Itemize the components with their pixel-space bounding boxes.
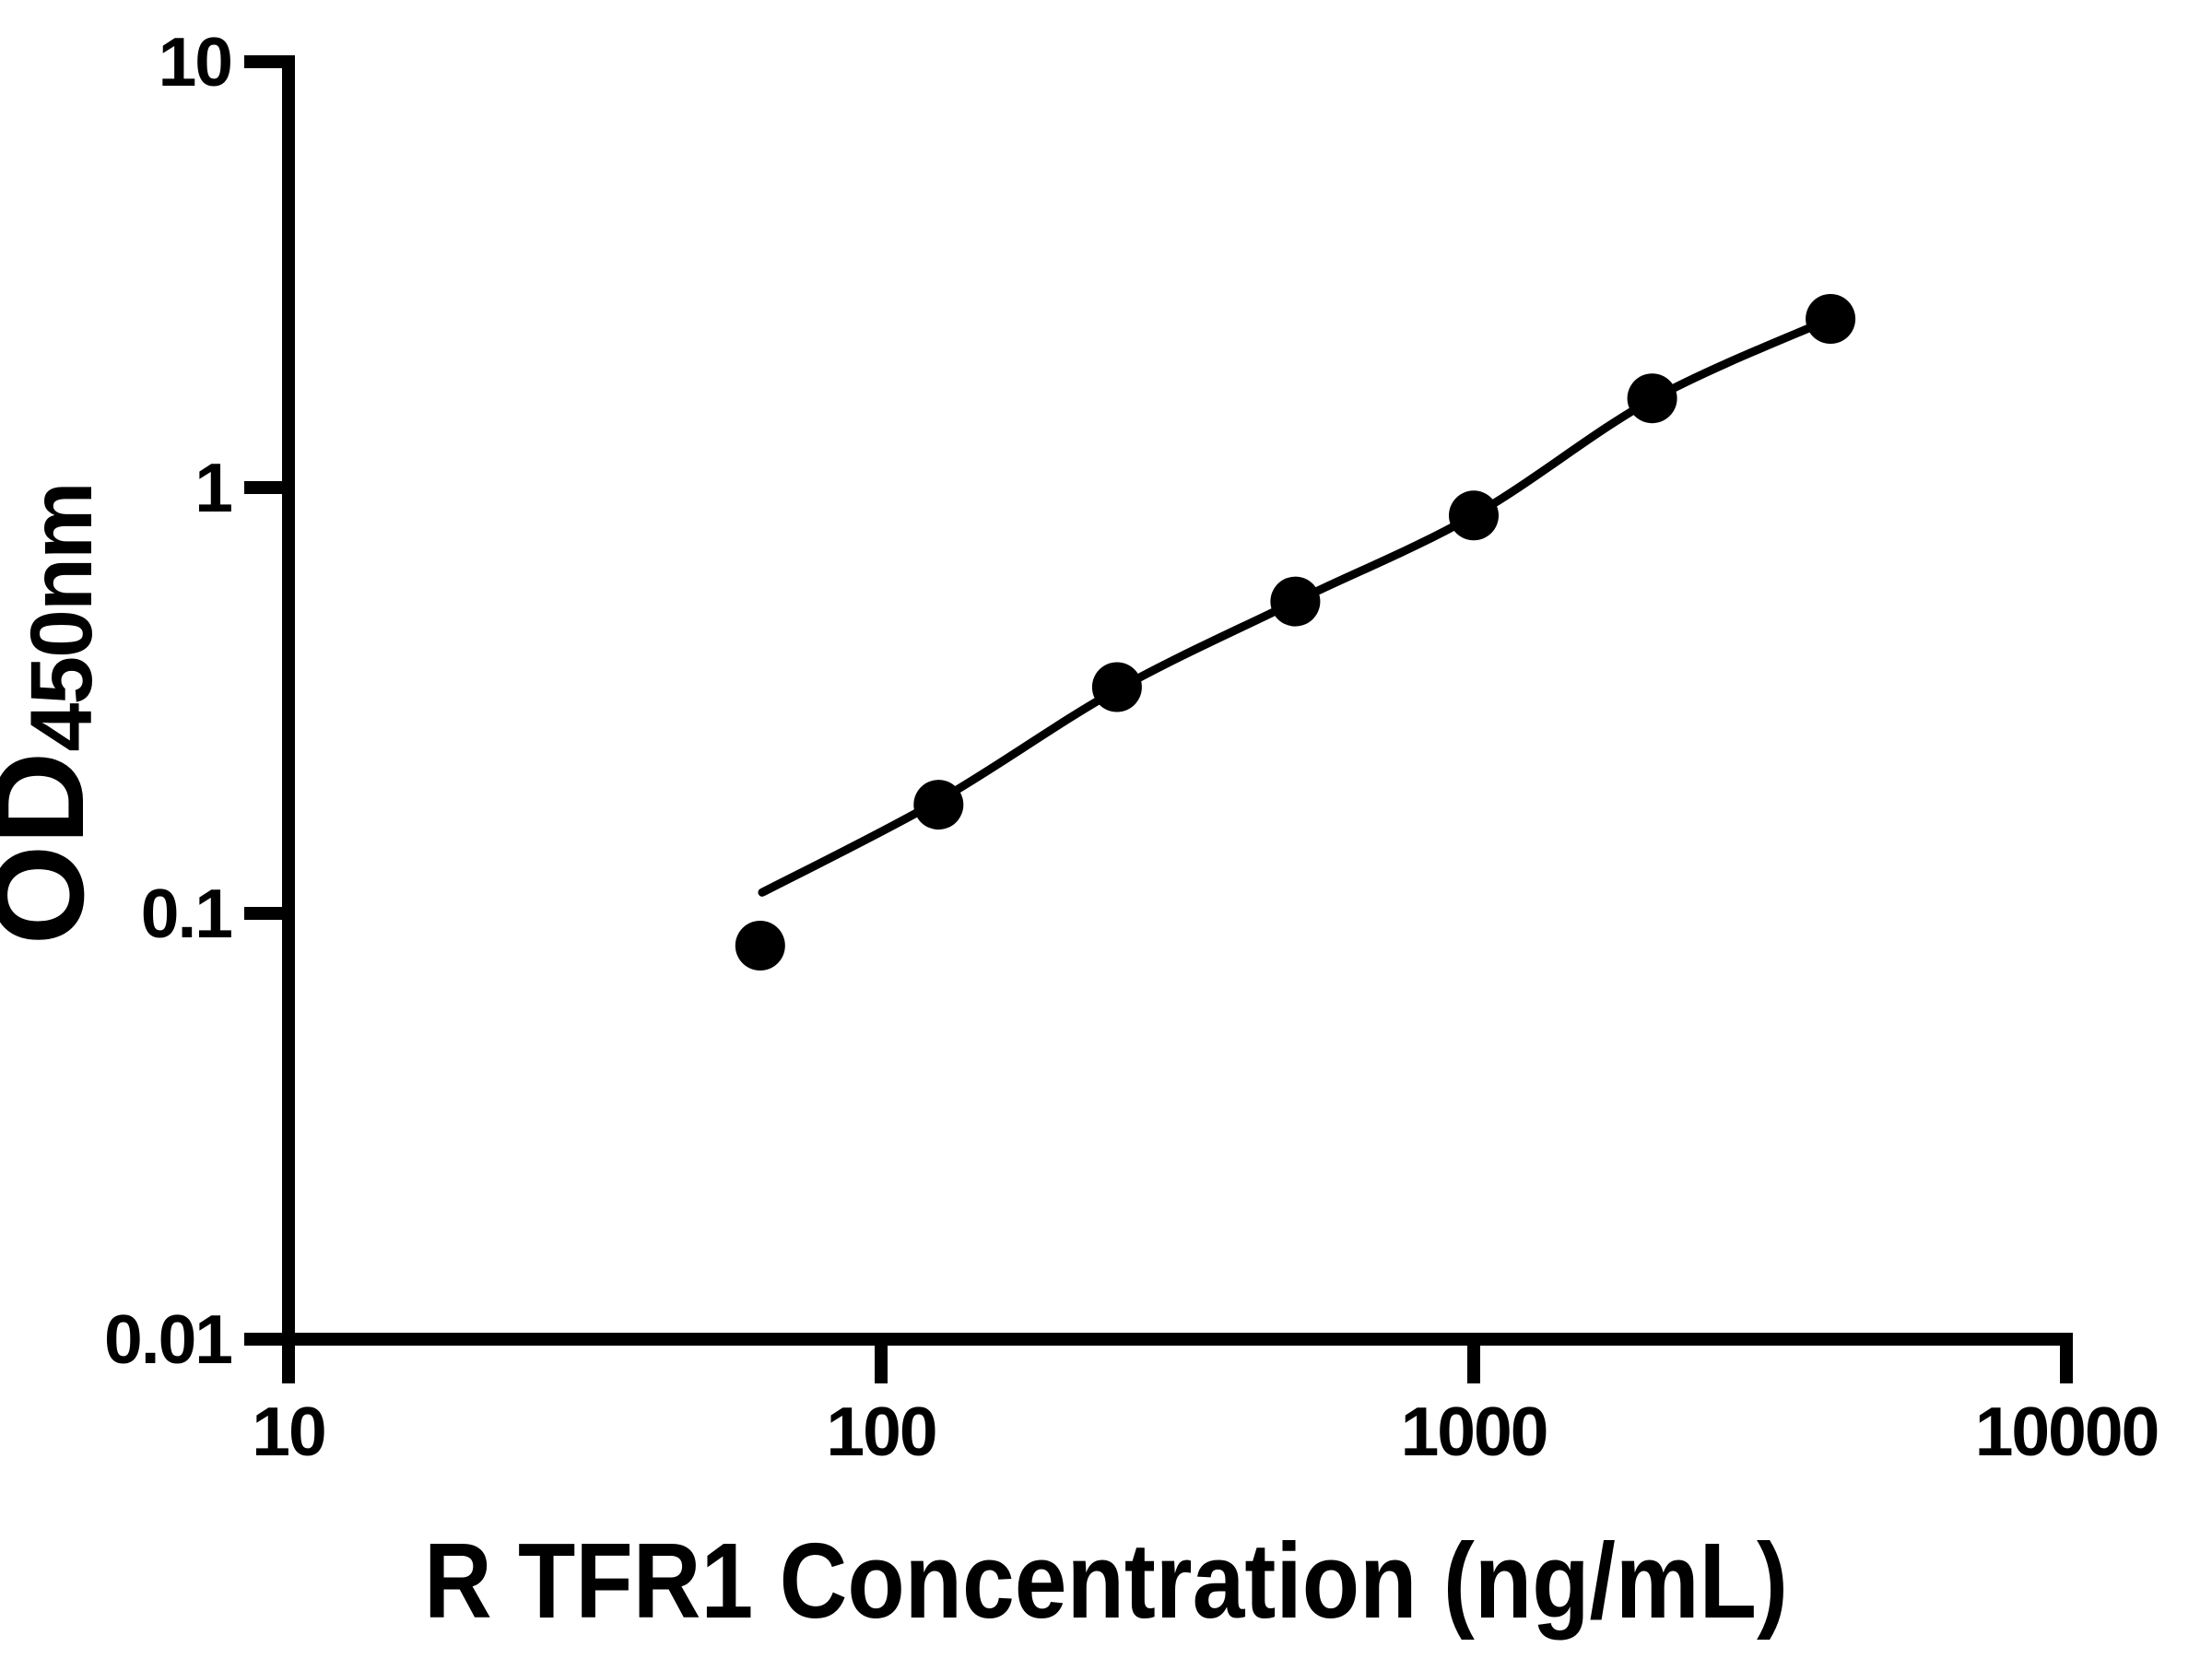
data-point (735, 921, 785, 971)
x-tick-label: 1000 (1400, 1393, 1549, 1470)
data-point (1270, 576, 1321, 627)
data-point (913, 780, 964, 830)
data-point (1091, 662, 1142, 712)
y-axis-title-main: OD (0, 751, 111, 946)
y-axis-title: OD 450nm (0, 392, 159, 1037)
y-axis-title-subscript: 450nm (13, 483, 111, 752)
y-tick-label: 0.01 (104, 1300, 233, 1378)
y-tick-label: 1 (194, 449, 233, 526)
data-point (1627, 373, 1677, 424)
x-axis-title: R TFR1 Concentration (ng/mL) (423, 1521, 1789, 1641)
y-tick-label: 10 (158, 23, 233, 100)
axis-ticks (244, 55, 2073, 1383)
x-tick-label: 100 (826, 1393, 937, 1470)
y-tick-label: 0.1 (140, 875, 233, 952)
data-point (1806, 294, 1856, 344)
x-tick-label: 10000 (1974, 1393, 2160, 1470)
axis-spines (282, 55, 2073, 1346)
data-points-group (735, 294, 1856, 971)
data-point (1449, 490, 1499, 541)
x-tick-label: 10 (252, 1393, 326, 1470)
